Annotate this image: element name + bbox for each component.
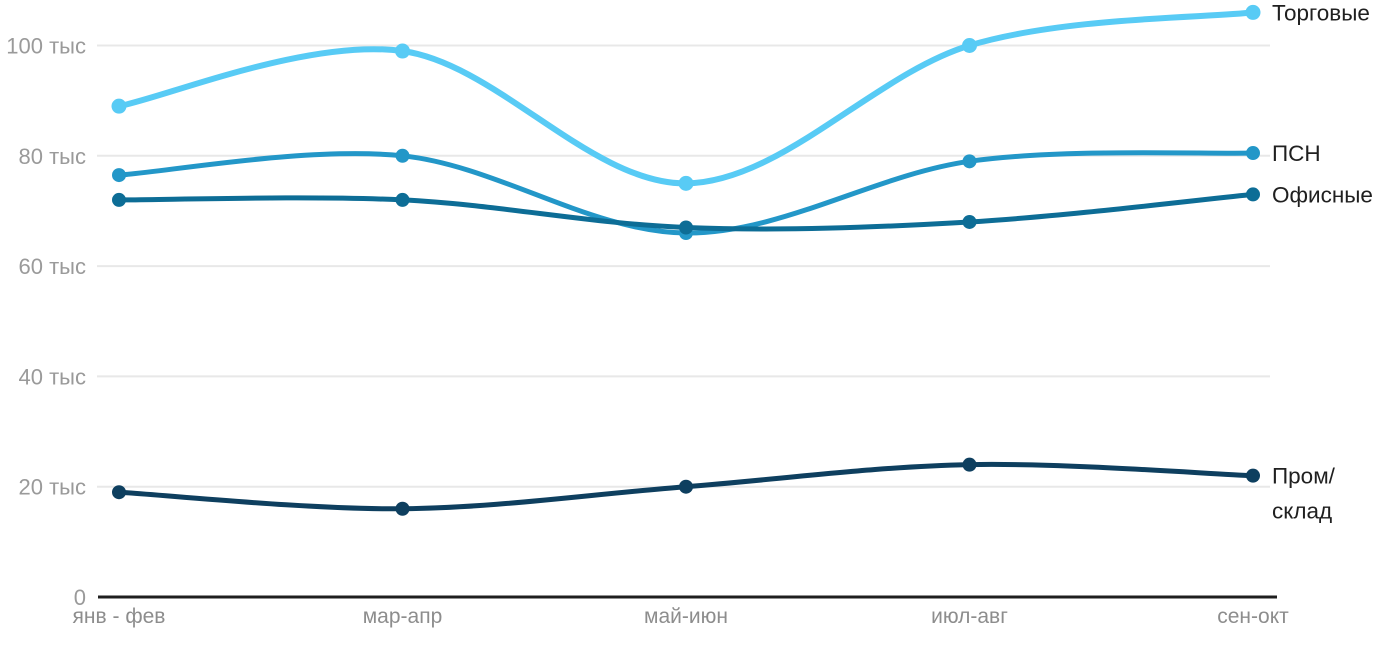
y-tick-label: 0: [74, 585, 86, 610]
y-tick-label: 20 тыс: [19, 475, 86, 500]
series-label: Пром/: [1272, 464, 1336, 489]
data-point[interactable]: [395, 192, 410, 207]
y-tick-label: 100 тыс: [6, 34, 86, 59]
data-point[interactable]: [1246, 146, 1260, 161]
data-point[interactable]: [1245, 4, 1261, 20]
y-tick-label: 80 тыс: [19, 144, 86, 169]
x-tick-label: янв - фев: [73, 605, 166, 628]
data-point[interactable]: [1246, 468, 1260, 483]
data-point[interactable]: [112, 485, 126, 500]
data-point[interactable]: [962, 38, 977, 53]
data-point[interactable]: [679, 220, 693, 235]
data-point[interactable]: [962, 154, 977, 169]
x-tick-label: май-июн: [644, 605, 728, 628]
data-point[interactable]: [111, 98, 127, 114]
y-tick-label: 40 тыс: [19, 364, 86, 389]
data-point[interactable]: [112, 168, 126, 183]
data-point[interactable]: [395, 148, 410, 163]
data-point[interactable]: [678, 175, 694, 191]
data-point[interactable]: [112, 192, 126, 207]
series-label: ПСН: [1272, 141, 1321, 166]
y-tick-label: 60 тыс: [19, 254, 86, 279]
series-label: Офисные: [1272, 182, 1373, 207]
data-point[interactable]: [395, 501, 410, 516]
series-label: Торговые: [1272, 0, 1370, 25]
data-point[interactable]: [395, 43, 410, 59]
x-tick-label: сен-окт: [1217, 605, 1289, 628]
series-label: склад: [1272, 499, 1332, 524]
x-tick-label: июл-авг: [931, 605, 1008, 628]
x-tick-label: мар-апр: [363, 605, 443, 628]
data-point[interactable]: [679, 479, 693, 494]
data-point[interactable]: [962, 214, 977, 229]
data-point[interactable]: [1246, 187, 1260, 202]
data-point[interactable]: [962, 457, 977, 472]
